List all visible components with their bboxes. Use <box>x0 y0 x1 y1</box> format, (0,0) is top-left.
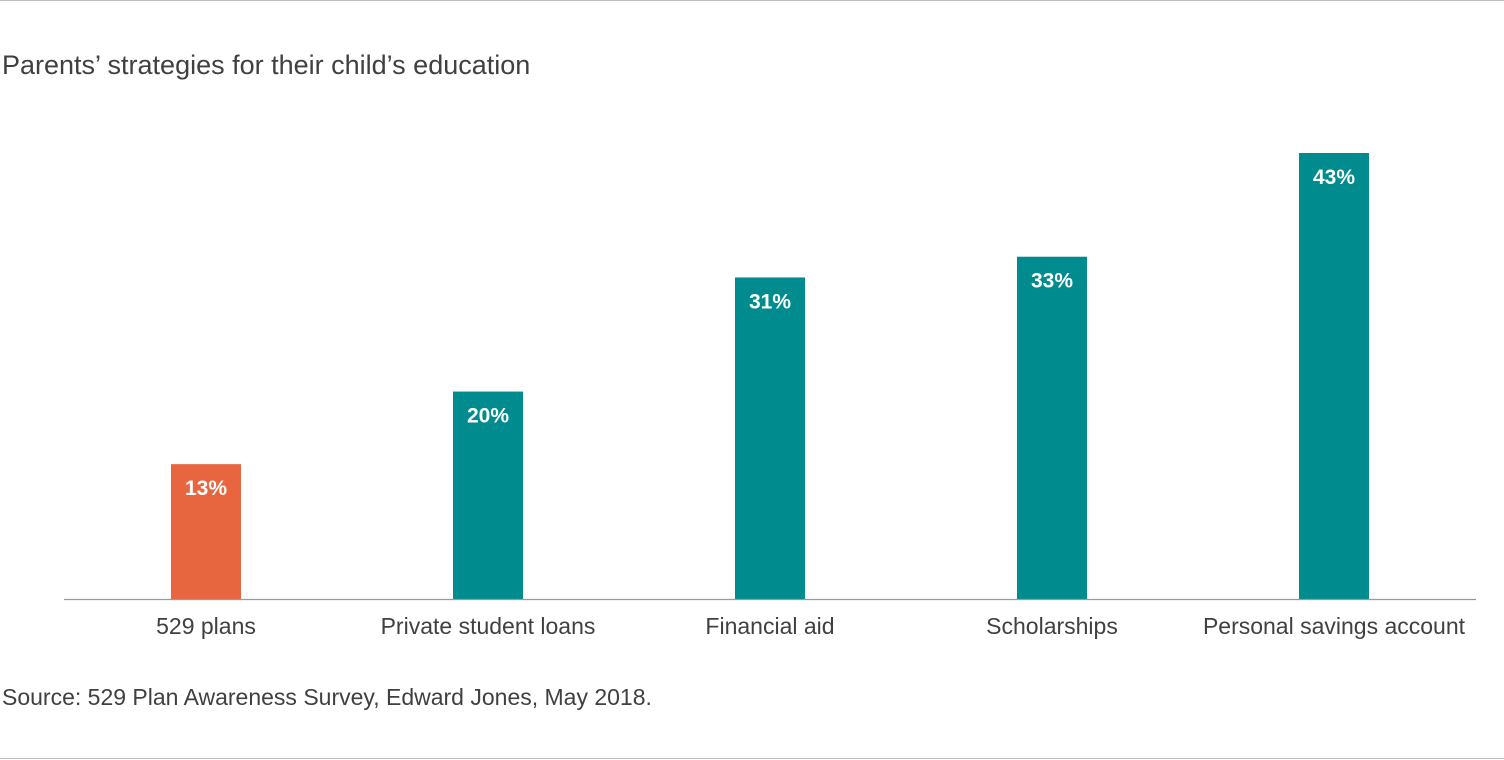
category-label-financial-aid: Financial aid <box>705 613 834 639</box>
value-label-private-student-loans: 20% <box>467 405 509 428</box>
value-label-financial-aid: 31% <box>749 290 791 313</box>
top-rule <box>0 0 1504 1</box>
category-label-personal-savings-account: Personal savings account <box>1203 613 1466 639</box>
source-note: Source: 529 Plan Awareness Survey, Edwar… <box>2 684 652 710</box>
category-labels-group: 529 plans Private student loans Financial … <box>156 613 1466 639</box>
category-label-529-plans: 529 plans <box>156 613 256 639</box>
bar-scholarships <box>1017 256 1087 599</box>
bottom-rule <box>0 758 1504 759</box>
chart-title: Parents’ strategies for their child’s ed… <box>2 50 531 80</box>
bar-529-plans <box>171 464 241 599</box>
category-label-scholarships: Scholarships <box>986 613 1118 639</box>
bars-group <box>171 153 1369 599</box>
category-label-private-student-loans: Private student loans <box>381 613 596 639</box>
bar-personal-savings-account <box>1299 153 1369 599</box>
value-labels-group: 13% 20% 31% 33% 43% <box>185 166 1355 500</box>
bar-financial-aid <box>735 277 805 599</box>
bar-private-student-loans <box>453 391 523 599</box>
value-label-529-plans: 13% <box>185 477 227 500</box>
value-label-scholarships: 33% <box>1031 270 1073 293</box>
value-label-personal-savings-account: 43% <box>1313 166 1355 189</box>
